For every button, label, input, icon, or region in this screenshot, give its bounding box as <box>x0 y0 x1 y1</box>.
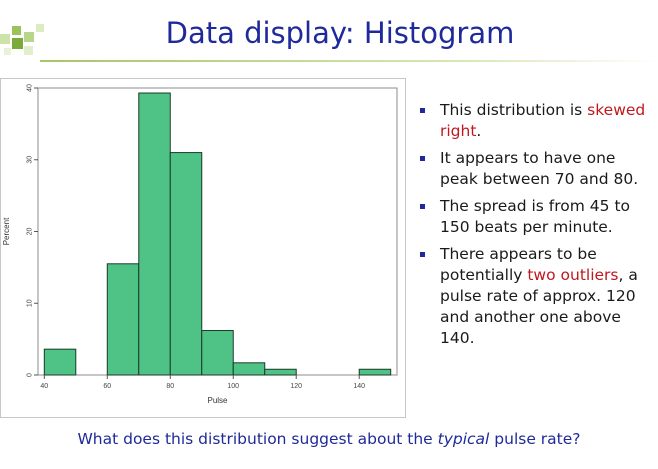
x-tick-label: 120 <box>290 383 302 390</box>
y-tick-label: 30 <box>27 156 34 164</box>
histogram-bar <box>43 348 77 376</box>
y-tick-label: 40 <box>27 84 34 92</box>
bullet-text: There appears to be potentially <box>440 245 597 284</box>
highlighted-text: two outliers <box>527 266 619 284</box>
question-emphasis: typical <box>437 430 490 448</box>
highlighted-text: skewed right <box>440 101 646 140</box>
bullet-item: This distribution is skewed right. <box>418 100 654 142</box>
x-tick-label: 80 <box>166 383 174 390</box>
bullet-item: There appears to be potentially two outl… <box>418 244 654 349</box>
bullet-text: This distribution is <box>440 101 588 119</box>
x-tick-label: 100 <box>227 383 239 390</box>
x-axis-label: Pulse <box>207 396 228 405</box>
title-divider <box>40 60 658 62</box>
x-tick-label: 40 <box>40 383 48 390</box>
plot-area <box>37 87 398 376</box>
histogram-bar <box>232 362 266 376</box>
slide-title: Data display: Histogram <box>165 16 515 50</box>
bullet-text: , a pulse rate of approx. 120 and anothe… <box>440 266 638 347</box>
discussion-question: What does this distribution suggest abou… <box>0 430 658 448</box>
histogram-bar <box>358 368 392 376</box>
bullet-text: It appears to have one peak between 70 a… <box>440 149 639 188</box>
question-text-start: What does this distribution suggest abou… <box>77 430 438 448</box>
histogram-bar <box>106 263 140 376</box>
y-tick-label: 0 <box>27 373 34 377</box>
x-tick-label: 140 <box>353 383 365 390</box>
logo-squares-icon <box>0 22 52 62</box>
bullet-text: . <box>476 122 482 140</box>
x-tick-label: 60 <box>103 383 111 390</box>
bullet-item: It appears to have one peak between 70 a… <box>418 148 654 190</box>
y-axis-label: Percent <box>2 217 11 245</box>
question-text-end: pulse rate? <box>489 430 581 448</box>
bullet-item: The spread is from 45 to 150 beats per m… <box>418 196 654 238</box>
histogram-chart: 0 10 20 30 40 40 60 80 100 120 140 Pulse Percent <box>0 78 406 418</box>
histogram-bar <box>138 92 171 376</box>
histogram-bar <box>264 368 297 376</box>
histogram-bar <box>169 152 203 376</box>
y-tick-label: 10 <box>27 299 34 307</box>
bullet-list: This distribution is skewed right. It app… <box>418 100 654 355</box>
y-tick-label: 20 <box>27 228 34 236</box>
bullet-text: The spread is from 45 to 150 beats per m… <box>440 197 631 236</box>
histogram-bar <box>201 330 234 376</box>
